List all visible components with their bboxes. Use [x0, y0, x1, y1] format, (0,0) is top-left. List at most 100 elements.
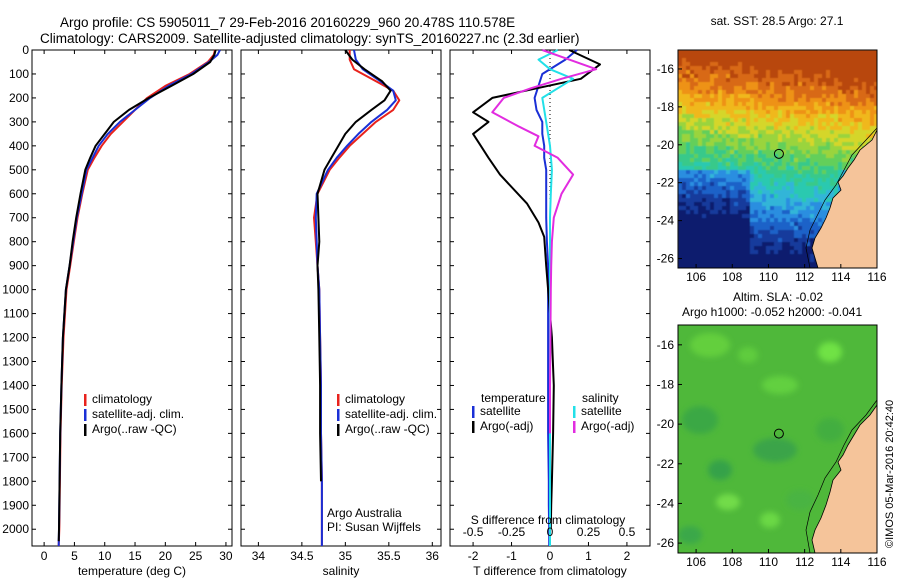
- heatmap-cell: [702, 50, 707, 55]
- heatmap-cell: [786, 126, 791, 131]
- heatmap-cell: [842, 114, 847, 119]
- heatmap-cell: [770, 182, 775, 187]
- heatmap-cell: [710, 218, 715, 223]
- heatmap-cell: [742, 250, 747, 255]
- heatmap-cell: [770, 210, 775, 215]
- heatmap-cell: [834, 126, 839, 131]
- heatmap-cell: [726, 138, 731, 143]
- heatmap-cell: [794, 238, 799, 243]
- heatmap-cell: [854, 134, 859, 139]
- heatmap-cell: [826, 102, 831, 107]
- heatmap-cell: [802, 230, 807, 235]
- heatmap-cell: [806, 234, 811, 239]
- heatmap-cell: [790, 258, 795, 263]
- series-line-climatology: [57, 49, 216, 547]
- heatmap-cell: [754, 130, 759, 135]
- heatmap-cell: [802, 146, 807, 151]
- heatmap-cell: [730, 86, 735, 91]
- heatmap-cell: [746, 190, 751, 195]
- heatmap-cell: [698, 190, 703, 195]
- heatmap-cell: [746, 106, 751, 111]
- heatmap-cell: [762, 70, 767, 75]
- heatmap-cell: [694, 158, 699, 163]
- heatmap-cell: [682, 122, 687, 127]
- heatmap-cell: [698, 206, 703, 211]
- heatmap-cell: [734, 106, 739, 111]
- heatmap-cell: [814, 86, 819, 91]
- heatmap-cell: [802, 210, 807, 215]
- heatmap-cell: [854, 110, 859, 115]
- heatmap-cell: [818, 138, 823, 143]
- heatmap-cell: [730, 154, 735, 159]
- heatmap-cell: [790, 250, 795, 255]
- heatmap-cell: [790, 94, 795, 99]
- heatmap-cell: [786, 94, 791, 99]
- heatmap-cell: [694, 58, 699, 63]
- heatmap-cell: [770, 158, 775, 163]
- heatmap-cell: [810, 154, 815, 159]
- heatmap-cell: [866, 78, 871, 83]
- heatmap-cell: [766, 130, 771, 135]
- heatmap-cell: [814, 50, 819, 55]
- salinity-annotation-line2: PI: Susan Wijffels: [327, 520, 421, 534]
- heatmap-cell: [782, 218, 787, 223]
- heatmap-cell: [866, 70, 871, 75]
- heatmap-cell: [730, 142, 735, 147]
- heatmap-cell: [682, 118, 687, 123]
- heatmap-cell: [682, 158, 687, 163]
- heatmap-cell: [690, 218, 695, 223]
- heatmap-cell: [862, 110, 867, 115]
- heatmap-cell: [698, 234, 703, 239]
- heatmap-cell: [694, 186, 699, 191]
- heatmap-cell: [682, 214, 687, 219]
- heatmap-cell: [858, 122, 863, 127]
- heatmap-cell: [826, 194, 831, 199]
- heatmap-cell: [778, 238, 783, 243]
- series-line-s-satellite: [537, 49, 575, 546]
- heatmap-cell: [710, 50, 715, 55]
- heatmap-cell: [746, 170, 751, 175]
- heatmap-cell: [686, 190, 691, 195]
- heatmap-cell: [718, 254, 723, 259]
- heatmap-cell: [758, 202, 763, 207]
- heatmap-cell: [750, 258, 755, 263]
- heatmap-cell: [766, 106, 771, 111]
- heatmap-cell: [786, 178, 791, 183]
- heatmap-cell: [682, 226, 687, 231]
- series-line-satellite-adj-clim-: [57, 49, 221, 547]
- heatmap-cell: [746, 178, 751, 183]
- heatmap-cell: [730, 178, 735, 183]
- heatmap-cell: [682, 110, 687, 115]
- heatmap-cell: [690, 210, 695, 215]
- heatmap-cell: [794, 158, 799, 163]
- heatmap-cell: [842, 94, 847, 99]
- heatmap-cell: [742, 262, 747, 267]
- heatmap-cell: [830, 82, 835, 87]
- heatmap-cell: [774, 182, 779, 187]
- heatmap-cell: [762, 86, 767, 91]
- heatmap-cell: [698, 158, 703, 163]
- heatmap-cell: [746, 206, 751, 211]
- heatmap-cell: [758, 146, 763, 151]
- heatmap-cell: [678, 250, 683, 255]
- heatmap-cell: [830, 158, 835, 163]
- heatmap-cell: [678, 114, 683, 119]
- heatmap-cell: [678, 90, 683, 95]
- heatmap-cell: [710, 206, 715, 211]
- heatmap-cell: [738, 106, 743, 111]
- heatmap-cell: [742, 106, 747, 111]
- heatmap-cell: [774, 122, 779, 127]
- heatmap-cell: [786, 182, 791, 187]
- heatmap-cell: [802, 190, 807, 195]
- heatmap-cell: [802, 226, 807, 231]
- heatmap-cell: [798, 226, 803, 231]
- heatmap-cell: [726, 114, 731, 119]
- heatmap-cell: [774, 58, 779, 63]
- ytick-label: 900: [9, 259, 29, 273]
- heatmap-cell: [802, 86, 807, 91]
- heatmap-cell: [818, 186, 823, 191]
- heatmap-cell: [754, 174, 759, 179]
- heatmap-cell: [774, 54, 779, 59]
- heatmap-cell: [794, 130, 799, 135]
- heatmap-cell: [834, 130, 839, 135]
